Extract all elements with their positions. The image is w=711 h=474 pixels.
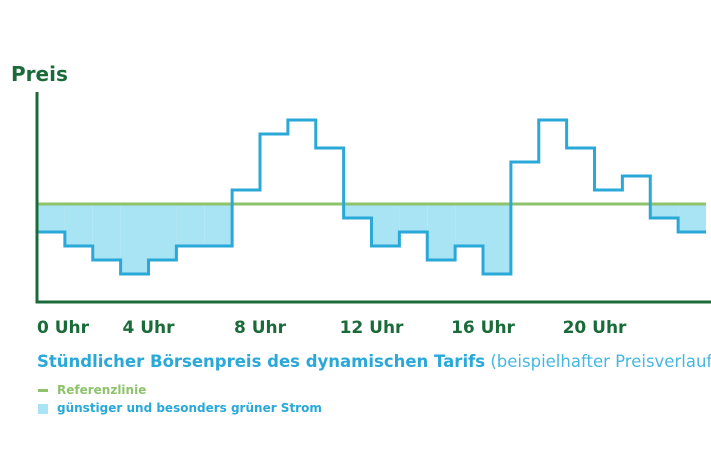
cheap-swatch xyxy=(38,403,48,414)
legend-label-cheap: günstiger und besonders grüner Strom xyxy=(57,401,322,415)
x-tick-label: 4 Uhr xyxy=(122,318,175,338)
price-step-line xyxy=(37,118,706,276)
x-tick-label: 20 Uhr xyxy=(563,318,627,338)
cheap-area-segment xyxy=(678,204,706,232)
y-axis-label: Preis xyxy=(11,62,68,86)
cheap-area-segment xyxy=(399,204,428,232)
cheap-area-segment xyxy=(650,204,679,218)
cheap-area-segment xyxy=(148,204,177,260)
legend-item-cheap: günstiger und besonders grüner Strom xyxy=(38,401,322,415)
x-tick-label: 12 Uhr xyxy=(340,318,404,338)
cheap-area-segment xyxy=(64,204,93,246)
cheap-area-segment xyxy=(455,204,483,246)
cheap-area-segment xyxy=(371,204,400,246)
reference-swatch xyxy=(38,389,48,392)
x-tick-label: 8 Uhr xyxy=(234,318,287,338)
x-tick-labels: 0 Uhr 4 Uhr 8 Uhr 12 Uhr 16 Uhr 20 Uhr xyxy=(37,318,627,338)
legend-item-reference: Referenzlinie xyxy=(38,383,146,397)
cheap-area-segment xyxy=(427,204,456,260)
chart-caption: Stündlicher Börsenpreis des dynamischen … xyxy=(37,352,711,371)
cheap-area-segment xyxy=(120,204,149,274)
cheap-area-layer xyxy=(37,204,706,274)
caption-subtitle: (beispielhafter Preisverlauf) xyxy=(490,352,711,371)
caption-title: Stündlicher Börsenpreis des dynamischen … xyxy=(37,352,486,371)
x-tick-label: 0 Uhr xyxy=(37,318,90,338)
cheap-area-segment xyxy=(204,204,233,246)
cheap-area-segment xyxy=(176,204,205,246)
legend-label-reference: Referenzlinie xyxy=(57,383,147,397)
cheap-area-segment xyxy=(92,204,121,260)
cheap-area-segment xyxy=(483,204,511,274)
cheap-area-segment xyxy=(37,204,65,232)
cheap-area-segment xyxy=(343,204,372,218)
x-tick-label: 16 Uhr xyxy=(451,318,515,338)
